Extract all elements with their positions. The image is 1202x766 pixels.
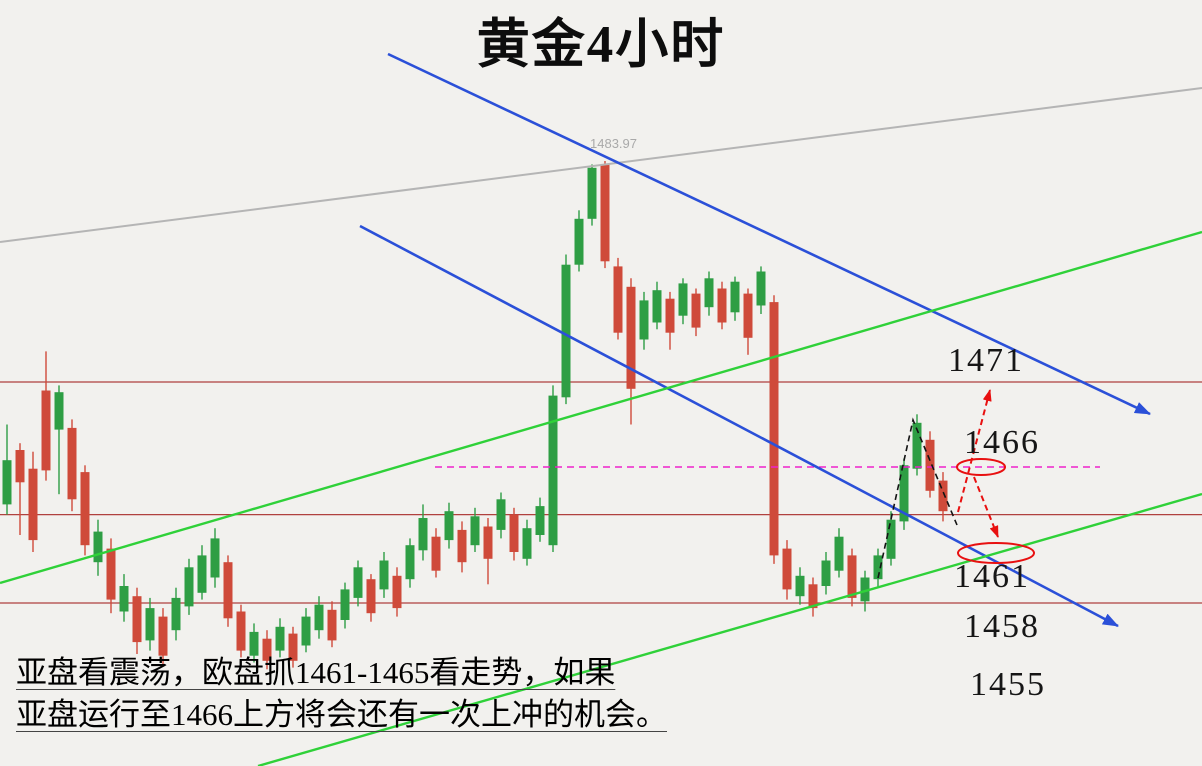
candle-up: [821, 560, 831, 586]
candle-up: [756, 271, 766, 306]
candle-up: [301, 616, 311, 646]
candle-down: [925, 439, 935, 491]
commentary-line-1: 亚盘看震荡，欧盘抓1461-1465看走势，如果: [16, 655, 616, 690]
candle-down: [938, 480, 948, 512]
candle-down: [366, 579, 376, 614]
candle-up: [587, 167, 597, 219]
level-lines: [0, 381, 1202, 604]
price-label: 1461: [954, 558, 1030, 595]
candle-down: [457, 529, 467, 563]
forecast-arrow: [957, 389, 992, 513]
forecast-arrow: [973, 476, 999, 538]
price-label: 1458: [964, 608, 1040, 645]
candle-down: [483, 526, 493, 559]
candle-up: [418, 518, 428, 551]
candle-down: [80, 472, 90, 546]
candle-up: [340, 589, 350, 620]
candle-down: [691, 293, 701, 328]
candle-up: [249, 631, 259, 656]
green-channel-upper-line: [0, 230, 1202, 585]
candle-up: [639, 300, 649, 340]
candle-down: [626, 286, 636, 389]
candle-up: [93, 531, 103, 563]
gray-baseline-line: [0, 87, 1202, 243]
candle-down: [327, 609, 337, 641]
candle-down: [288, 633, 298, 661]
candle-up: [171, 597, 181, 631]
candle-up: [730, 281, 740, 313]
candle-down: [717, 288, 727, 323]
blue-channel-lower-line: [359, 224, 1119, 628]
candle-up: [2, 460, 12, 505]
candle-down: [106, 548, 116, 600]
candle-up: [912, 422, 922, 469]
candle-up: [405, 545, 415, 580]
candle-up: [496, 499, 506, 530]
candle-down: [15, 450, 25, 483]
candle-up: [535, 506, 545, 535]
price-label: 1471: [948, 342, 1024, 379]
high-price-watermark: 1483.97: [590, 136, 637, 151]
candle-down: [782, 548, 792, 590]
candles: [2, 161, 948, 670]
chart-title: 黄金4小时: [476, 16, 726, 74]
candle-up: [548, 395, 558, 546]
candle-down: [665, 298, 675, 333]
candle-up: [652, 290, 662, 323]
blue-channel-upper-line: [387, 52, 1151, 416]
candle-down: [67, 427, 77, 500]
price-label: 1455: [970, 666, 1046, 703]
candle-up: [275, 626, 285, 651]
candle-down: [509, 514, 519, 552]
candle-down: [392, 575, 402, 609]
candle-down: [223, 562, 233, 619]
candle-up: [379, 560, 389, 590]
candle-up: [873, 555, 883, 580]
candle-up: [834, 536, 844, 571]
candle-down: [132, 596, 142, 643]
candle-up: [704, 278, 714, 308]
candle-up: [145, 608, 155, 641]
candle-down: [743, 293, 753, 338]
candle-up: [184, 567, 194, 607]
candle-up: [314, 604, 324, 631]
analysis-commentary: 亚盘看震荡，欧盘抓1461-1465看走势，如果 亚盘运行至1466上方将会还有…: [16, 652, 667, 736]
candle-up: [574, 218, 584, 265]
candle-up: [353, 567, 363, 598]
candle-down: [808, 584, 818, 609]
candle-up: [210, 538, 220, 578]
commentary-line-2: 亚盘运行至1466上方将会还有一次上冲的机会。: [16, 697, 667, 733]
candle-down: [769, 302, 779, 556]
candle-up: [444, 511, 454, 541]
candle-up: [561, 264, 571, 398]
candle-up: [678, 283, 688, 316]
candle-down: [847, 555, 857, 598]
zigzag-annotation: [877, 417, 958, 579]
candle-down: [613, 266, 623, 333]
candle-down: [41, 390, 51, 471]
candle-down: [158, 616, 168, 656]
candle-down: [28, 468, 38, 541]
candle-down: [236, 611, 246, 651]
candle-up: [197, 555, 207, 593]
green-channel-lower-line: [257, 492, 1202, 766]
candle-up: [470, 516, 480, 546]
trend-lines: [0, 52, 1202, 766]
candle-up: [795, 575, 805, 597]
zone-ellipse: [957, 542, 1035, 564]
price-label: 1466: [964, 424, 1040, 461]
candle-up: [54, 392, 64, 430]
candle-up: [886, 519, 896, 559]
candle-down: [262, 638, 272, 661]
candle-up: [522, 528, 532, 559]
candle-down: [600, 164, 610, 262]
candle-up: [899, 465, 909, 522]
candle-up: [860, 577, 870, 602]
candle-down: [431, 536, 441, 571]
zone-ellipse: [956, 458, 1006, 476]
candle-up: [119, 586, 129, 612]
